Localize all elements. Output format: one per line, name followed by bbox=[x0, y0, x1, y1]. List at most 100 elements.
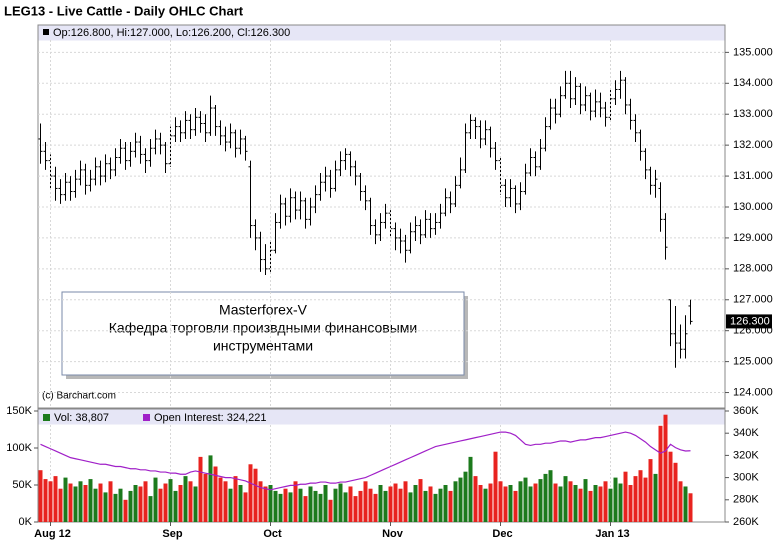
last-price-label: 126.300 bbox=[730, 315, 770, 327]
volume-bar bbox=[198, 456, 203, 522]
volume-bar bbox=[48, 481, 53, 522]
volume-bar bbox=[563, 476, 568, 522]
volume-bar bbox=[323, 485, 328, 522]
volume-bar bbox=[183, 476, 188, 522]
volume-bar bbox=[358, 490, 363, 522]
y-tick-label: 130.000 bbox=[733, 201, 773, 213]
volume-bar bbox=[543, 473, 548, 522]
volume-bar bbox=[558, 486, 563, 522]
volume-bar bbox=[178, 485, 183, 522]
volume-bar bbox=[438, 488, 443, 522]
volume-bar bbox=[63, 477, 68, 522]
volume-bar bbox=[608, 488, 613, 522]
volume-bar bbox=[518, 481, 523, 522]
volume-bar bbox=[443, 485, 448, 522]
ohlc-bars bbox=[38, 70, 693, 368]
volume-bar bbox=[143, 481, 148, 522]
volume-bar bbox=[353, 496, 358, 522]
volume-bar bbox=[403, 481, 408, 522]
volume-bar bbox=[613, 477, 618, 522]
volume-bar bbox=[258, 481, 263, 522]
y-tick-label: 132.000 bbox=[733, 139, 773, 151]
volume-bar bbox=[413, 485, 418, 522]
volume-bar bbox=[678, 481, 683, 522]
annotation-line: Кафедра торговли произвдными финансовыми bbox=[109, 320, 417, 336]
volume-bar bbox=[538, 479, 543, 522]
volume-bar bbox=[578, 488, 583, 522]
volume-bar bbox=[148, 496, 153, 522]
volume-bar bbox=[618, 483, 623, 522]
volume-bar bbox=[683, 486, 688, 522]
y-tick-label: 133.000 bbox=[733, 108, 773, 120]
volume-bar bbox=[313, 490, 318, 522]
y2-tick-label: 340K bbox=[733, 427, 759, 439]
volume-bar bbox=[288, 492, 293, 522]
volume-bar bbox=[573, 485, 578, 522]
volume-bar bbox=[328, 499, 333, 522]
legend-entry: Open Interest: 324,221 bbox=[154, 412, 267, 424]
x-tick-label: Oct bbox=[263, 528, 282, 540]
volume-bar bbox=[118, 488, 123, 522]
y-tick-label: 134.000 bbox=[733, 77, 773, 89]
volume-bar bbox=[593, 485, 598, 522]
volume-bar bbox=[88, 479, 93, 522]
volume-bar bbox=[548, 470, 553, 522]
volume-bar bbox=[428, 486, 433, 522]
volume-bar bbox=[228, 488, 233, 522]
volume-bar bbox=[433, 493, 438, 522]
volume-bar bbox=[123, 499, 128, 522]
volume-bar bbox=[633, 476, 638, 522]
volume-bar bbox=[253, 468, 258, 522]
y2-tick-label: 300K bbox=[733, 472, 759, 484]
volume-bar bbox=[298, 488, 303, 522]
volume-bar bbox=[533, 483, 538, 522]
x-tick-label: Nov bbox=[382, 528, 404, 540]
volume-bar bbox=[648, 459, 653, 522]
volume-bar bbox=[643, 477, 648, 522]
x-tick-label: Jan 13 bbox=[595, 528, 629, 540]
volume-bar bbox=[423, 490, 428, 522]
volume-bar bbox=[98, 483, 103, 522]
y-tick-label: 100K bbox=[6, 442, 32, 454]
volume-bar bbox=[248, 464, 253, 522]
volume-bar bbox=[628, 485, 633, 522]
volume-bar bbox=[163, 483, 168, 522]
volume-bar bbox=[138, 486, 143, 522]
volume-bar bbox=[588, 490, 593, 522]
volume-bar bbox=[93, 488, 98, 522]
volume-bar bbox=[528, 486, 533, 522]
volume-bar bbox=[173, 490, 178, 522]
volume-bar bbox=[38, 470, 43, 522]
x-tick-label: Aug 12 bbox=[34, 528, 71, 540]
volume-bar bbox=[408, 492, 413, 522]
volume-bar bbox=[363, 481, 368, 522]
volume-bar bbox=[78, 481, 83, 522]
chart-title: LEG13 - Live Cattle - Daily OHLC Chart bbox=[4, 3, 244, 18]
x-tick-label: Sep bbox=[162, 528, 182, 540]
volume-bar bbox=[653, 473, 658, 522]
volume-bar bbox=[338, 483, 343, 522]
volume-bar bbox=[583, 479, 588, 522]
y2-tick-label: 260K bbox=[733, 516, 759, 528]
volume-bar bbox=[388, 486, 393, 522]
y-tick-label: 135.000 bbox=[733, 46, 773, 58]
volume-bar bbox=[213, 466, 218, 522]
volume-bar bbox=[368, 488, 373, 522]
volume-bar bbox=[418, 479, 423, 522]
y-tick-label: 124.000 bbox=[733, 386, 773, 398]
volume-bar bbox=[503, 486, 508, 522]
y-tick-label: 0K bbox=[19, 516, 33, 528]
volume-bar bbox=[383, 490, 388, 522]
volume-legend-swatch bbox=[43, 414, 50, 421]
volume-bars bbox=[38, 414, 693, 522]
volume-bar bbox=[283, 488, 288, 522]
volume-bar bbox=[658, 425, 663, 522]
volume-header bbox=[38, 409, 725, 425]
y-tick-label: 50K bbox=[12, 479, 32, 491]
volume-bar bbox=[378, 485, 383, 522]
volume-bar bbox=[293, 481, 298, 522]
volume-bar bbox=[458, 477, 463, 522]
volume-bar bbox=[268, 485, 273, 522]
volume-bar bbox=[488, 483, 493, 522]
